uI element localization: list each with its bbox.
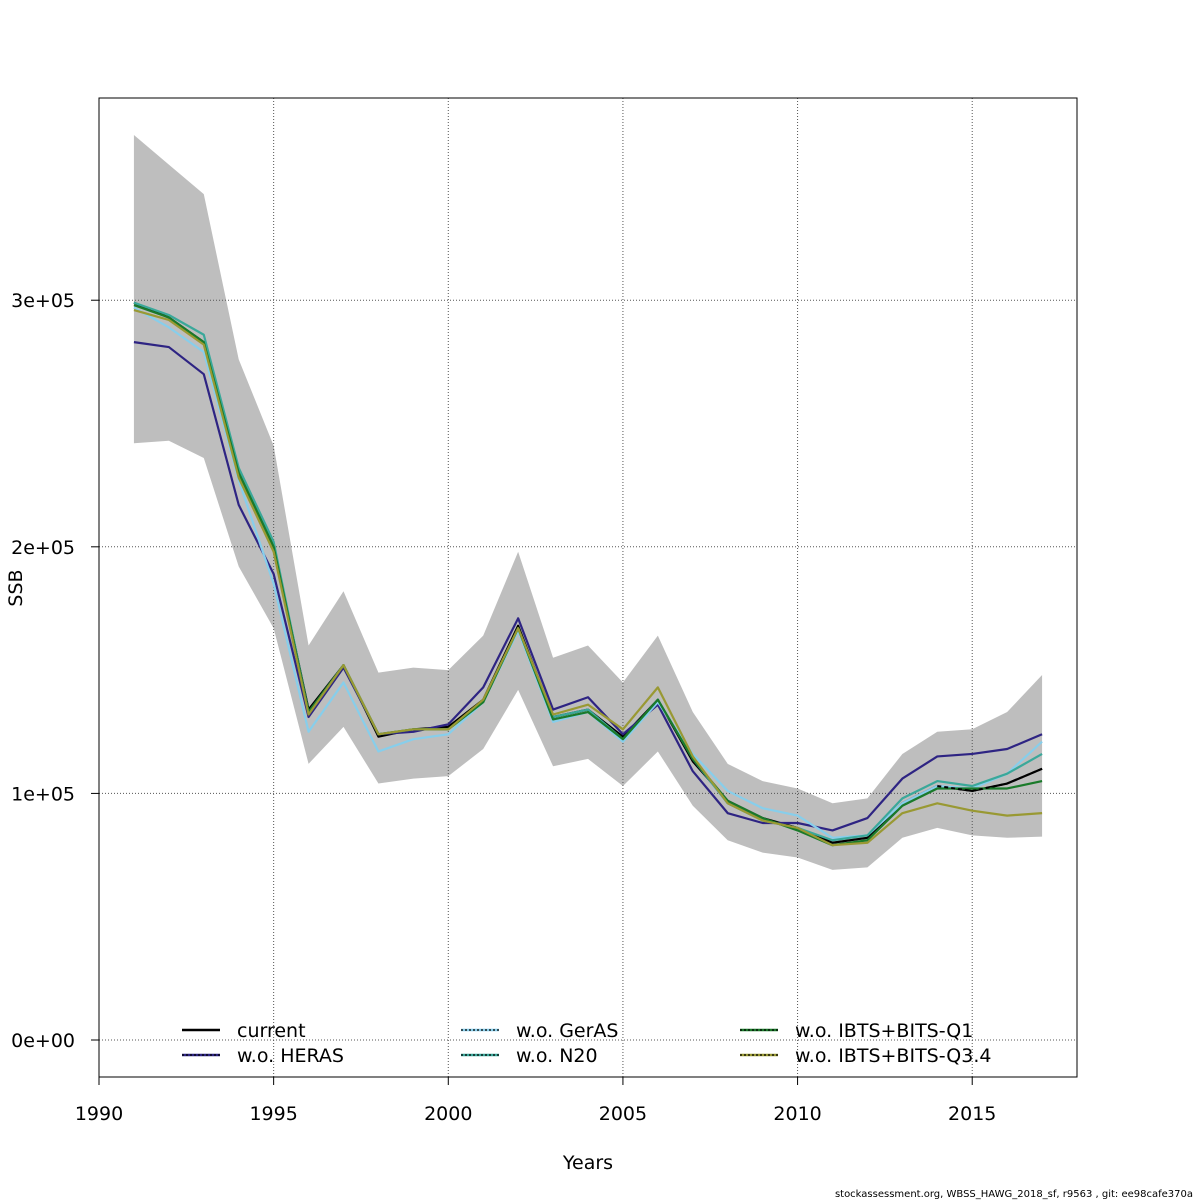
y-axis: 0e+00 1e+05 2e+05 3e+05	[11, 290, 99, 1052]
plot-frame	[98, 97, 1078, 1078]
series-line-w-o-ibts-bits-q3-4	[133, 309, 1043, 847]
confidence-band	[133, 134, 1043, 870]
x-axis: 1990 1995 2000 2005 2010 2015	[75, 1076, 996, 1125]
legend-label: w.o. IBTS+BITS-Q3.4	[795, 1045, 991, 1067]
legend-label: w.o. HERAS	[237, 1045, 344, 1067]
series-line-current-overlay	[937, 767, 1043, 792]
y-tick-label: 1e+05	[11, 783, 75, 805]
legend: current w.o. HERAS w.o. GerAS w.o. N20 w.o. …	[182, 1020, 991, 1067]
x-axis-title: Years	[562, 1152, 613, 1174]
confidence-band-layer	[133, 134, 1043, 870]
x-tick-label: 2005	[599, 1103, 647, 1125]
grid-layer	[98, 98, 1077, 1077]
footer-credit: stockassessment.org, WBSS_HAWG_2018_sf, …	[835, 1189, 1193, 1200]
legend-label: w.o. IBTS+BITS-Q1	[795, 1020, 973, 1042]
y-tick-label: 3e+05	[11, 290, 75, 312]
legend-label: w.o. GerAS	[516, 1020, 619, 1042]
y-tick-label: 2e+05	[11, 537, 75, 559]
x-tick-label: 2015	[948, 1103, 996, 1125]
x-tick-label: 2010	[773, 1103, 821, 1125]
x-tick-label: 1995	[249, 1103, 297, 1125]
series-layer	[133, 301, 1043, 847]
legend-label: current	[237, 1020, 306, 1042]
x-tick-label: 1990	[75, 1103, 123, 1125]
series-line-w-o-heras	[133, 341, 1043, 832]
y-axis-title: SSB	[5, 569, 27, 606]
x-tick-label: 2000	[424, 1103, 472, 1125]
legend-label: w.o. N20	[516, 1045, 598, 1067]
y-tick-label: 0e+00	[11, 1030, 75, 1052]
